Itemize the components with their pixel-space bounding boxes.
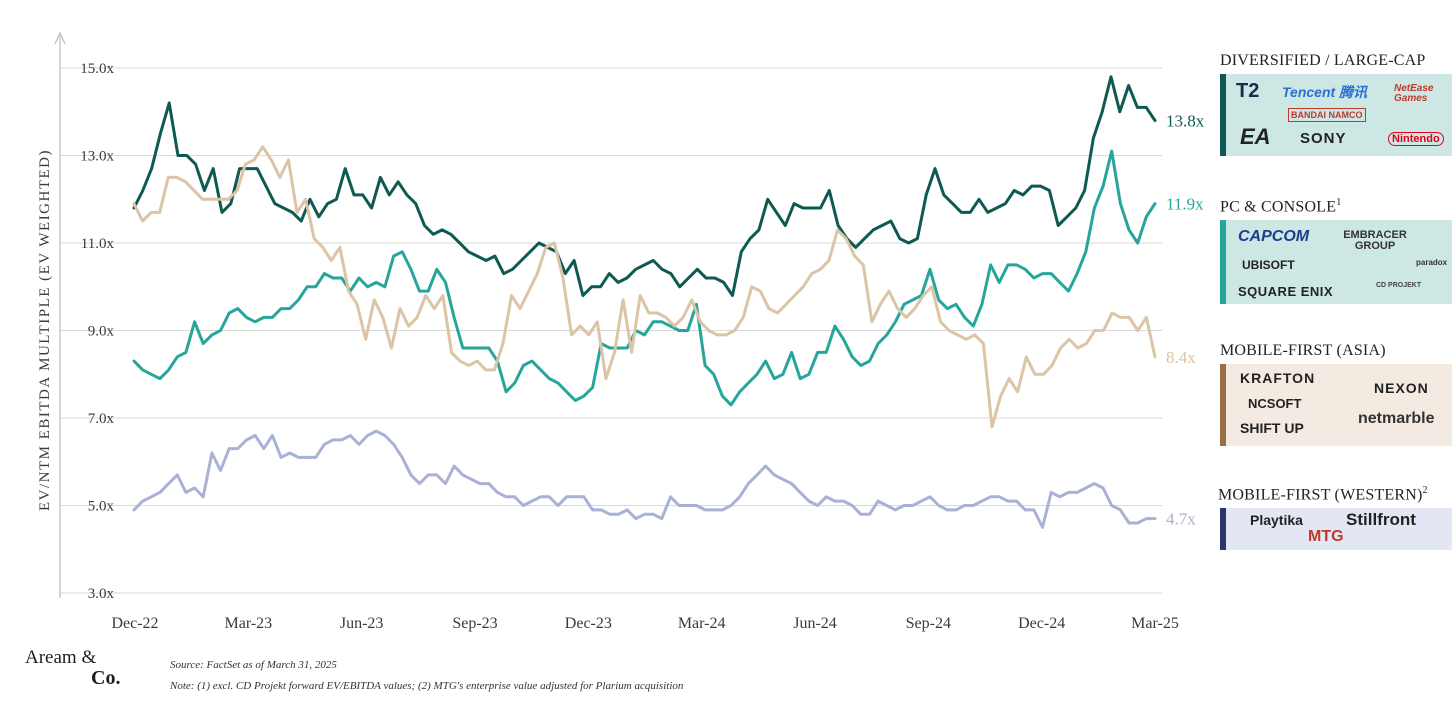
square-enix-logo: SQUARE ENIX — [1238, 284, 1334, 300]
ncsoft-logo: NCSOFT — [1248, 396, 1302, 411]
end-labels: 13.8x 11.9x 8.4x 4.7x — [1166, 112, 1205, 529]
legend-panel-pc-console: PC & CONSOLE1 CAPCOM EMBRACER GROUP para… — [1220, 197, 1452, 305]
y-tick-label: 13.0x — [80, 149, 114, 165]
legend-title: DIVERSIFIED / LARGE-CAP — [1220, 52, 1426, 69]
netmarble-logo: netmarble — [1358, 410, 1435, 427]
gridlines — [60, 67, 1162, 594]
sony-logo: SONY — [1300, 130, 1347, 147]
series-line-4 — [132, 429, 1157, 529]
exclusion-note: Note: (1) excl. CD Projekt forward EV/EB… — [170, 680, 684, 692]
logo-box: CAPCOM EMBRACER GROUP paradox UBISOFT SQ… — [1220, 220, 1452, 305]
x-tick-label: Mar-25 — [1131, 615, 1179, 632]
ea-logo: EA — [1240, 124, 1271, 149]
netease-logo: NetEase Games — [1394, 83, 1434, 104]
y-tick-label: 15.0x — [80, 61, 114, 77]
series-end-label: 8.4x — [1166, 348, 1196, 367]
y-tick-label: 9.0x — [88, 324, 115, 340]
y-axis-arrow-icon — [54, 31, 66, 45]
series-lines — [132, 75, 1157, 529]
logo-box: KRAFTON NEXON NCSOFT netmarble SHIFT UP — [1220, 364, 1452, 446]
y-tick-label: 7.0x — [88, 411, 115, 427]
legend-panel-mobile-western: MOBILE-FIRST (WESTERN)2 Playtika Stillfr… — [1218, 485, 1452, 551]
logo-box: Playtika Stillfront MTG — [1220, 508, 1452, 551]
series-end-label: 13.8x — [1166, 112, 1205, 131]
x-tick-label: Jun-24 — [793, 615, 837, 632]
x-tick-label: Jun-23 — [340, 615, 384, 632]
x-tick-label: Sep-23 — [452, 615, 497, 632]
shift-up-logo: SHIFT UP — [1240, 420, 1304, 436]
line-chart: 15.0x 13.0x 11.0x 9.0x 7.0x 5.0x 3.0x Dec-22 Ma… — [37, 31, 1205, 632]
x-tick-label: Sep-24 — [906, 615, 951, 632]
brand-line-1: Aream & — [25, 647, 97, 668]
y-tick-label: 11.0x — [81, 236, 115, 252]
nexon-logo: NEXON — [1374, 380, 1429, 396]
x-tick-label: Mar-23 — [224, 615, 272, 632]
nintendo-logo: Nintendo — [1388, 132, 1444, 146]
series-end-label: 11.9x — [1166, 195, 1204, 214]
embracer-logo: EMBRACER GROUP — [1343, 229, 1407, 253]
bandai-namco-logo: BANDAI NAMCO — [1288, 108, 1366, 122]
paradox-logo: paradox — [1416, 258, 1448, 268]
y-axis — [54, 31, 66, 598]
series-line-1 — [132, 75, 1157, 297]
capcom-logo: CAPCOM — [1238, 228, 1310, 246]
cd-projekt-logo: CD PROJEKT — [1376, 282, 1422, 290]
y-tick-label: 3.0x — [88, 586, 115, 602]
series-line-2 — [132, 149, 1157, 407]
take-two-logo: T2 — [1236, 80, 1260, 102]
legend-title: MOBILE-FIRST (WESTERN)2 — [1218, 485, 1428, 504]
x-tick-label: Dec-24 — [1018, 615, 1065, 632]
x-tick-label: Mar-24 — [678, 615, 726, 632]
source-note: Source: FactSet as of March 31, 2025 — [170, 659, 337, 671]
krafton-logo: KRAFTON — [1240, 370, 1316, 386]
mtg-logo: MTG — [1308, 528, 1344, 546]
tencent-logo: Tencent 腾讯 — [1282, 84, 1368, 100]
legend-panel-mobile-asia: MOBILE-FIRST (ASIA) KRAFTON NEXON NCSOFT… — [1220, 342, 1452, 446]
legend-title: MOBILE-FIRST (ASIA) — [1220, 342, 1386, 359]
y-tick-label: 5.0x — [88, 499, 115, 515]
logo-box: T2 Tencent 腾讯 NetEase Games BANDAI NAMCO… — [1220, 74, 1452, 156]
legend-title: PC & CONSOLE1 — [1220, 197, 1342, 216]
legend-panel-diversified: DIVERSIFIED / LARGE-CAP T2 Tencent 腾讯 Ne… — [1220, 52, 1452, 156]
x-tick-label: Dec-23 — [565, 615, 612, 632]
brand-line-2: Co. — [91, 667, 121, 689]
series-end-label: 4.7x — [1166, 510, 1196, 529]
brand-logo: Aream & Co. — [25, 647, 121, 689]
footnotes: Source: FactSet as of March 31, 2025 Not… — [170, 655, 683, 697]
y-axis-label: EV/NTM EBITDA MULTIPLE (EV WEIGHTED) — [37, 149, 53, 511]
x-tick-label: Dec-22 — [111, 615, 158, 632]
x-tick-labels: Dec-22 Mar-23 Jun-23 Sep-23 Dec-23 Mar-24 Jun-… — [111, 615, 1178, 632]
ubisoft-logo: UBISOFT — [1242, 258, 1295, 273]
playtika-logo: Playtika — [1250, 512, 1303, 529]
series-line-3 — [132, 145, 1157, 429]
y-tick-labels: 15.0x 13.0x 11.0x 9.0x 7.0x 5.0x 3.0x — [80, 61, 114, 602]
stillfront-logo: Stillfront — [1346, 510, 1416, 530]
